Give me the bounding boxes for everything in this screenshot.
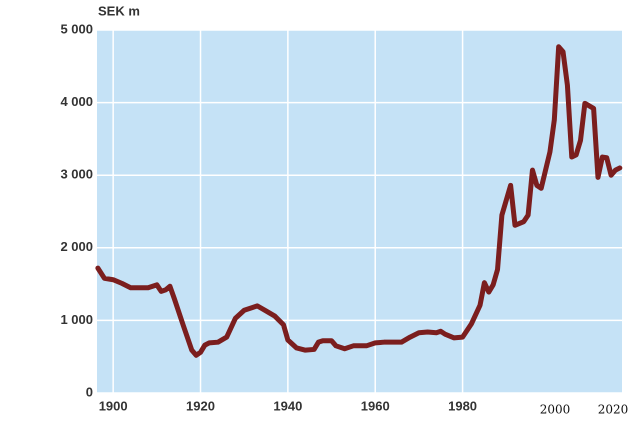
y-tick-label: 1 000 bbox=[60, 312, 93, 327]
x-tick-label: 1920 bbox=[186, 398, 215, 413]
data-line bbox=[95, 44, 623, 358]
annotation: 2000 bbox=[540, 403, 571, 417]
x-tick-label: 1960 bbox=[361, 398, 390, 413]
x-tick-label: 1940 bbox=[273, 398, 302, 413]
y-tick-label: 0 bbox=[86, 384, 93, 399]
chart-title: SEK m bbox=[98, 3, 140, 18]
y-tick-label: 5 000 bbox=[60, 21, 93, 36]
y-tick-label: 3 000 bbox=[60, 167, 93, 182]
y-tick-label: 2 000 bbox=[60, 239, 93, 254]
x-tick-label: 1900 bbox=[99, 398, 128, 413]
y-tick-label: 4 000 bbox=[60, 94, 93, 109]
x-tick-label: 1980 bbox=[448, 398, 477, 413]
plot-area bbox=[97, 30, 622, 393]
annotation: 2020 bbox=[598, 403, 629, 417]
